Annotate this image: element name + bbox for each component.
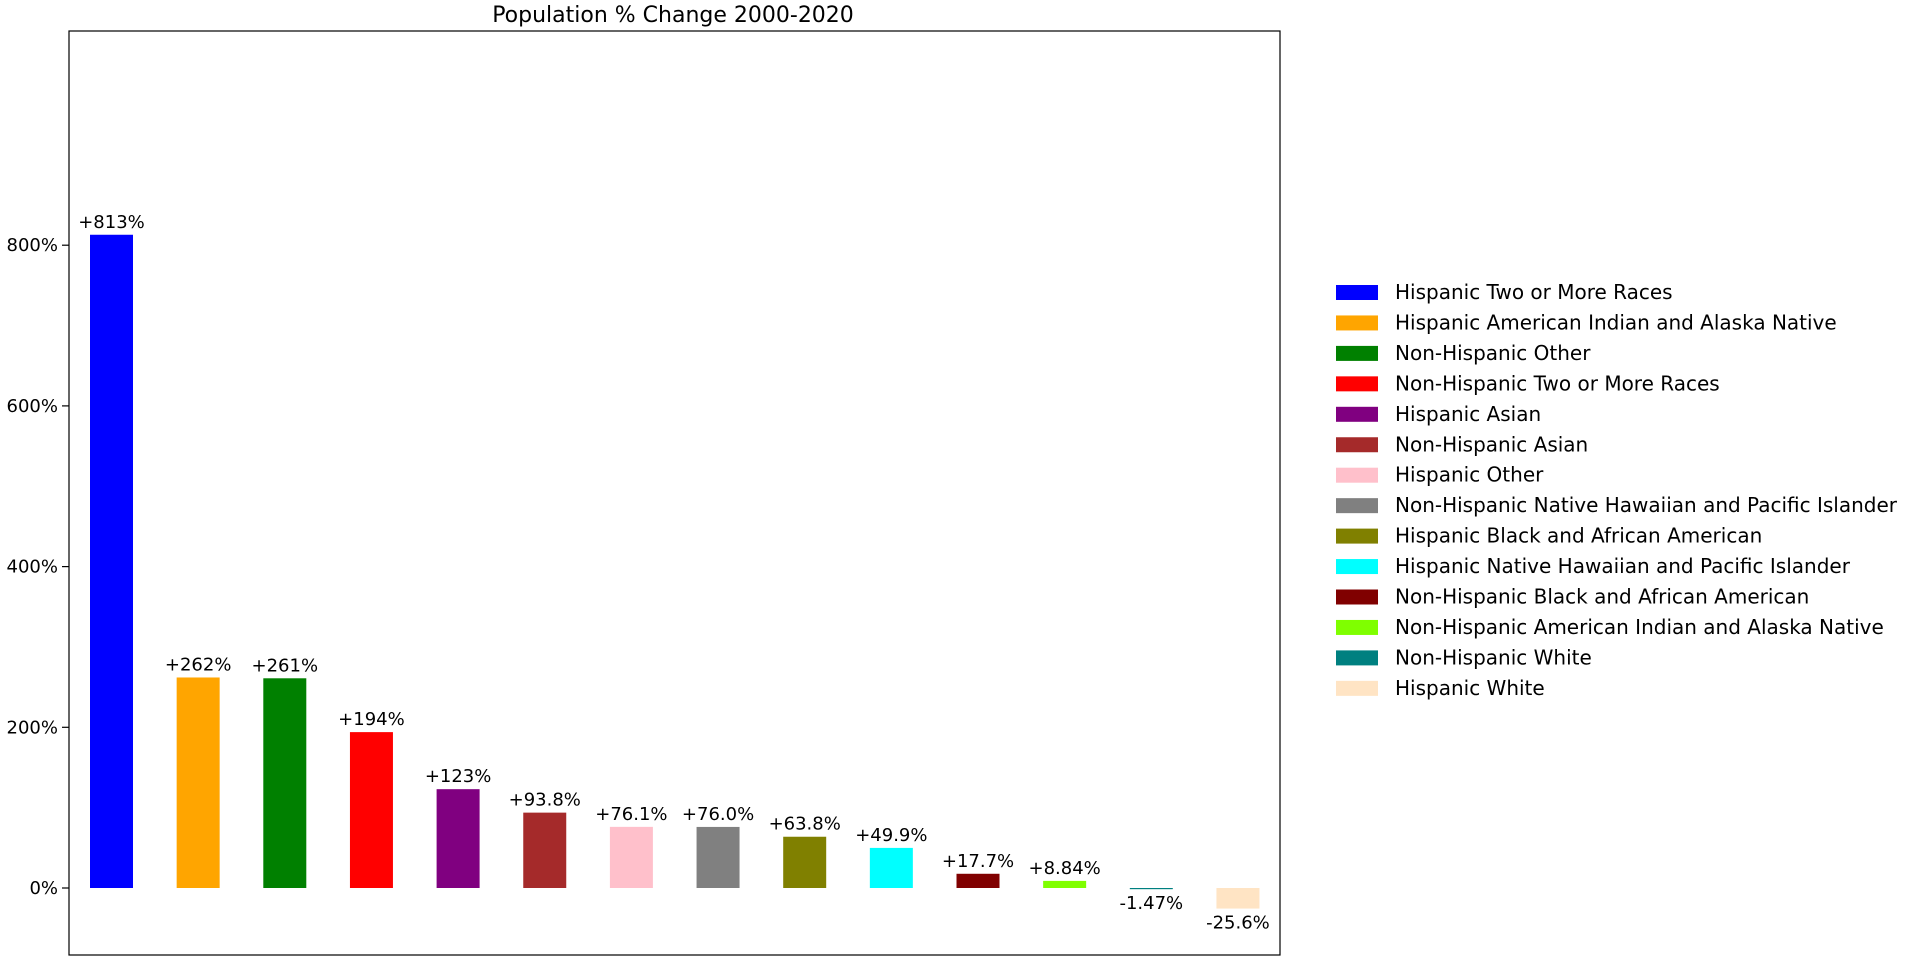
legend-label: Non-Hispanic Asian xyxy=(1395,432,1588,456)
bar-value-label: +76.0% xyxy=(682,804,754,825)
legend-label: Hispanic Other xyxy=(1395,463,1544,487)
bar xyxy=(176,677,220,888)
bar xyxy=(523,812,567,888)
legend-swatch xyxy=(1336,285,1378,300)
legend-label: Hispanic Native Hawaiian and Pacific Isl… xyxy=(1395,554,1851,578)
data-labels: +813% +262% +261% +194% +123% +93.8% +76.1% +76… xyxy=(78,212,1270,934)
legend-swatch xyxy=(1336,559,1378,575)
legend-label: Non-Hispanic American Indian and Alaska … xyxy=(1395,615,1884,639)
legend-swatch xyxy=(1336,650,1378,666)
legend-swatch xyxy=(1336,406,1378,422)
legend-label: Non-Hispanic White xyxy=(1395,645,1592,669)
legend-swatch xyxy=(1336,528,1378,544)
legend-swatch xyxy=(1336,315,1378,331)
y-tick-label: 800% xyxy=(7,235,58,256)
bar-value-label: +123% xyxy=(425,766,492,787)
bar xyxy=(609,826,653,888)
legend-swatch xyxy=(1336,467,1378,483)
legend-swatch xyxy=(1336,437,1378,453)
legend-label: Non-Hispanic Other xyxy=(1395,341,1591,365)
bar xyxy=(1043,880,1087,888)
bar-value-label: +262% xyxy=(165,654,232,675)
bar xyxy=(869,847,913,888)
y-tick-label: 400% xyxy=(7,557,58,578)
chart-title: Population % Change 2000-2020 xyxy=(492,3,854,28)
legend-swatch xyxy=(1336,589,1378,605)
bar-value-label: -25.6% xyxy=(1206,913,1270,934)
legend-label: Hispanic Black and African American xyxy=(1395,524,1762,548)
legend-label: Hispanic White xyxy=(1395,676,1545,700)
plot-area-frame xyxy=(68,30,1281,956)
legend-swatch xyxy=(1336,345,1378,361)
bar xyxy=(783,836,827,888)
legend-label: Non-Hispanic Black and African American xyxy=(1395,585,1809,609)
bar-value-label: +8.84% xyxy=(1029,858,1101,879)
bar-value-label: +17.7% xyxy=(942,851,1014,872)
y-tick-label: 600% xyxy=(7,396,58,417)
legend-swatch xyxy=(1336,498,1378,514)
y-tick-label: 0% xyxy=(29,878,58,899)
bar xyxy=(90,234,133,888)
bar xyxy=(1216,888,1260,909)
bar-value-label: +63.8% xyxy=(769,814,841,835)
bar xyxy=(349,732,393,888)
legend-swatch xyxy=(1336,376,1378,392)
bar-value-label: +813% xyxy=(78,212,145,233)
bar-value-label: +93.8% xyxy=(509,790,581,811)
legend-swatch xyxy=(1336,680,1378,696)
legend: Hispanic Two or More Races Hispanic Ameri… xyxy=(1336,280,1898,700)
legend-label: Hispanic American Indian and Alaska Nati… xyxy=(1395,310,1837,334)
bar xyxy=(696,826,740,888)
legend-label: Non-Hispanic Two or More Races xyxy=(1395,371,1720,395)
bar-value-label: +194% xyxy=(338,709,405,730)
y-tick-label: 200% xyxy=(7,717,58,738)
bar-value-label: -1.47% xyxy=(1119,893,1183,914)
legend-label: Hispanic Asian xyxy=(1395,402,1541,426)
bar xyxy=(956,873,1000,888)
bar-value-label: +261% xyxy=(252,655,319,676)
bar xyxy=(436,789,480,888)
legend-label: Non-Hispanic Native Hawaiian and Pacific… xyxy=(1395,493,1898,517)
y-axis: 0% 200% 400% 600% 800% xyxy=(7,235,69,899)
bar xyxy=(1129,888,1173,890)
legend-label: Hispanic Two or More Races xyxy=(1395,280,1673,304)
bar xyxy=(263,678,307,888)
bar-value-label: +49.9% xyxy=(855,825,927,846)
bar-value-label: +76.1% xyxy=(595,804,667,825)
legend-swatch xyxy=(1336,619,1378,635)
bars xyxy=(90,234,1260,909)
